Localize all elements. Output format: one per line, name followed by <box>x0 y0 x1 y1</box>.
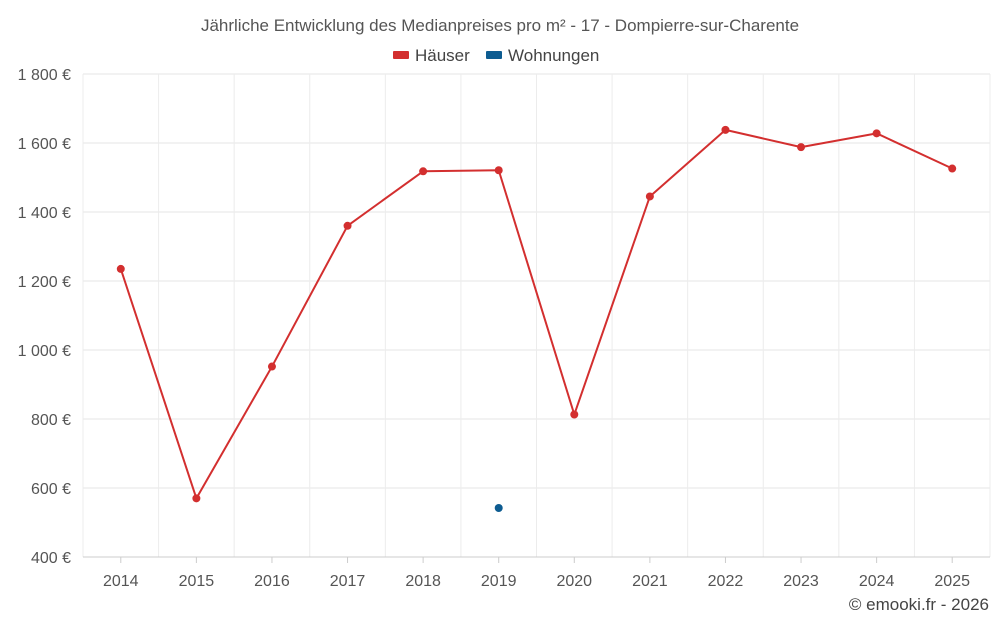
x-tick-label: 2022 <box>708 573 744 590</box>
x-tick-label: 2021 <box>632 573 668 590</box>
data-point <box>419 167 428 176</box>
data-point <box>721 125 730 134</box>
data-point <box>192 494 201 503</box>
x-tick-label: 2019 <box>481 573 517 590</box>
y-tick-label: 600 € <box>31 481 71 498</box>
y-tick-label: 1 000 € <box>18 343 71 360</box>
data-point <box>343 221 352 230</box>
x-tick-label: 2016 <box>254 573 290 590</box>
y-tick-label: 400 € <box>31 550 71 567</box>
x-tick-label: 2020 <box>556 573 592 590</box>
series-wohnungen <box>494 504 503 513</box>
series-line <box>119 128 953 500</box>
legend-item[interactable]: Wohnungen <box>486 46 599 65</box>
x-tick-label: 2024 <box>859 573 895 590</box>
x-tick-label: 2014 <box>103 573 139 590</box>
axes: 400 € 600 € 800 € 1 000 € 1 200 € 1 400 € 1 60… <box>18 67 990 590</box>
legend-label: Wohnungen <box>508 46 599 65</box>
y-tick-label: 1 800 € <box>18 67 71 84</box>
x-tick-label: 2023 <box>783 573 819 590</box>
x-tick-label: 2018 <box>405 573 441 590</box>
x-tick-label: 2025 <box>934 573 970 590</box>
y-tick-label: 1 200 € <box>18 274 71 291</box>
credit-text: © emooki.fr - 2026 <box>849 595 989 614</box>
series-layer <box>116 125 957 513</box>
data-point <box>494 166 503 175</box>
data-point <box>872 129 881 138</box>
data-point <box>948 164 957 173</box>
data-point <box>494 504 503 513</box>
legend-swatch <box>393 51 409 59</box>
x-tick-label: 2017 <box>330 573 366 590</box>
chart-title: Jährliche Entwicklung des Medianpreises … <box>201 16 799 35</box>
grid <box>82 73 991 557</box>
data-point <box>570 410 579 419</box>
y-tick-label: 1 400 € <box>18 205 71 222</box>
x-tick-label: 2015 <box>179 573 215 590</box>
y-tick-label: 800 € <box>31 412 71 429</box>
data-point <box>116 264 125 273</box>
legend-label: Häuser <box>415 46 470 65</box>
legend: Häuser Wohnungen <box>393 46 599 65</box>
data-point <box>645 192 654 201</box>
legend-swatch <box>486 51 502 59</box>
data-point <box>797 143 806 152</box>
series-häuser <box>116 125 957 503</box>
data-point <box>267 362 276 371</box>
y-tick-label: 1 600 € <box>18 136 71 153</box>
legend-item[interactable]: Häuser <box>393 46 470 65</box>
